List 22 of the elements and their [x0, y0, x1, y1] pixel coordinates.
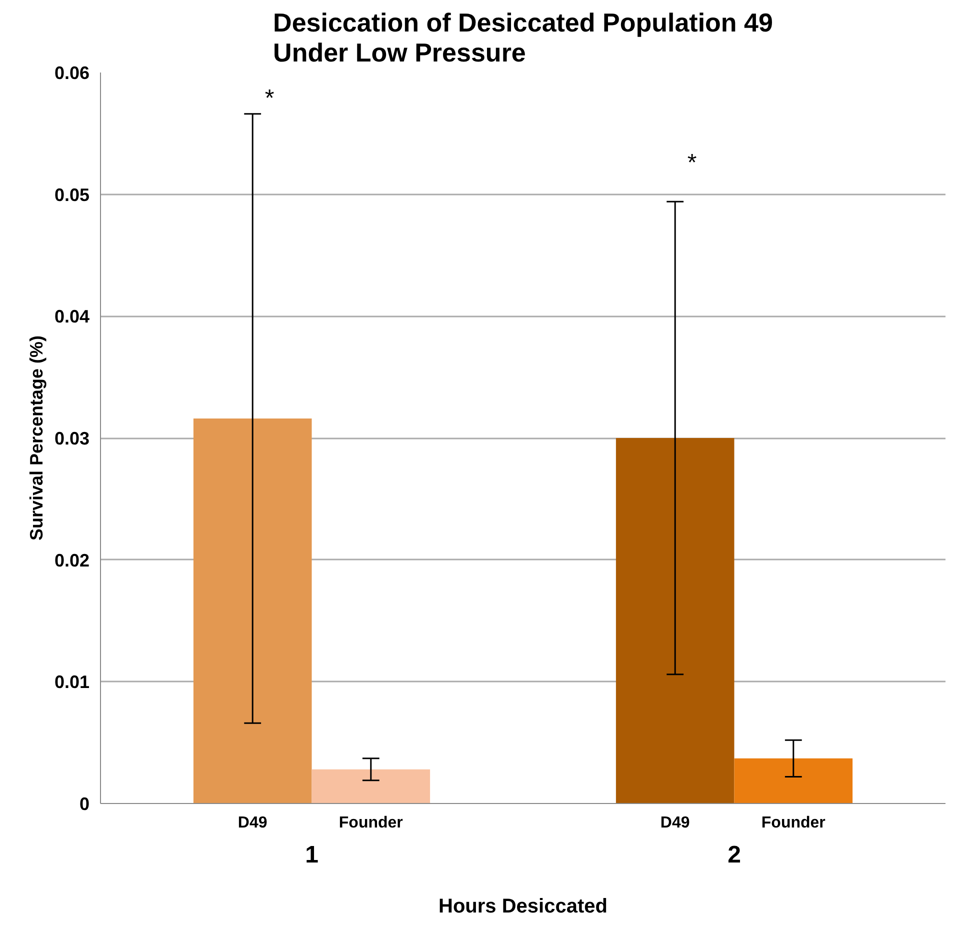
bar [312, 769, 430, 804]
y-tick-label: 0 [79, 794, 90, 814]
y-tick-label: 0.06 [54, 63, 90, 83]
y-tick-label: 0.02 [54, 550, 90, 570]
bar [734, 758, 853, 804]
chart-title: Desiccation of Desiccated Population 49 Under Low Pressure [273, 8, 773, 68]
x-axis-title: Hours Desiccated [438, 896, 608, 918]
text: D49 [660, 814, 690, 832]
y-tick-label: 0.01 [54, 672, 90, 692]
series-label: D49 [238, 814, 268, 832]
text: Founder [761, 814, 826, 832]
x-tick-label: 2 [728, 842, 741, 868]
bar [193, 418, 312, 804]
annotation: * [687, 150, 697, 177]
series-label: Founder [338, 814, 403, 832]
y-tick-label: 0.03 [54, 428, 90, 448]
y-tick-label: 0.05 [54, 184, 90, 205]
annotation: * [264, 84, 274, 112]
y-axis-title: Survival Percentage (%) [26, 335, 46, 541]
bar [616, 438, 734, 804]
y-tick-label: 0.04 [54, 306, 90, 327]
x-tick-label: 1 [305, 842, 318, 868]
